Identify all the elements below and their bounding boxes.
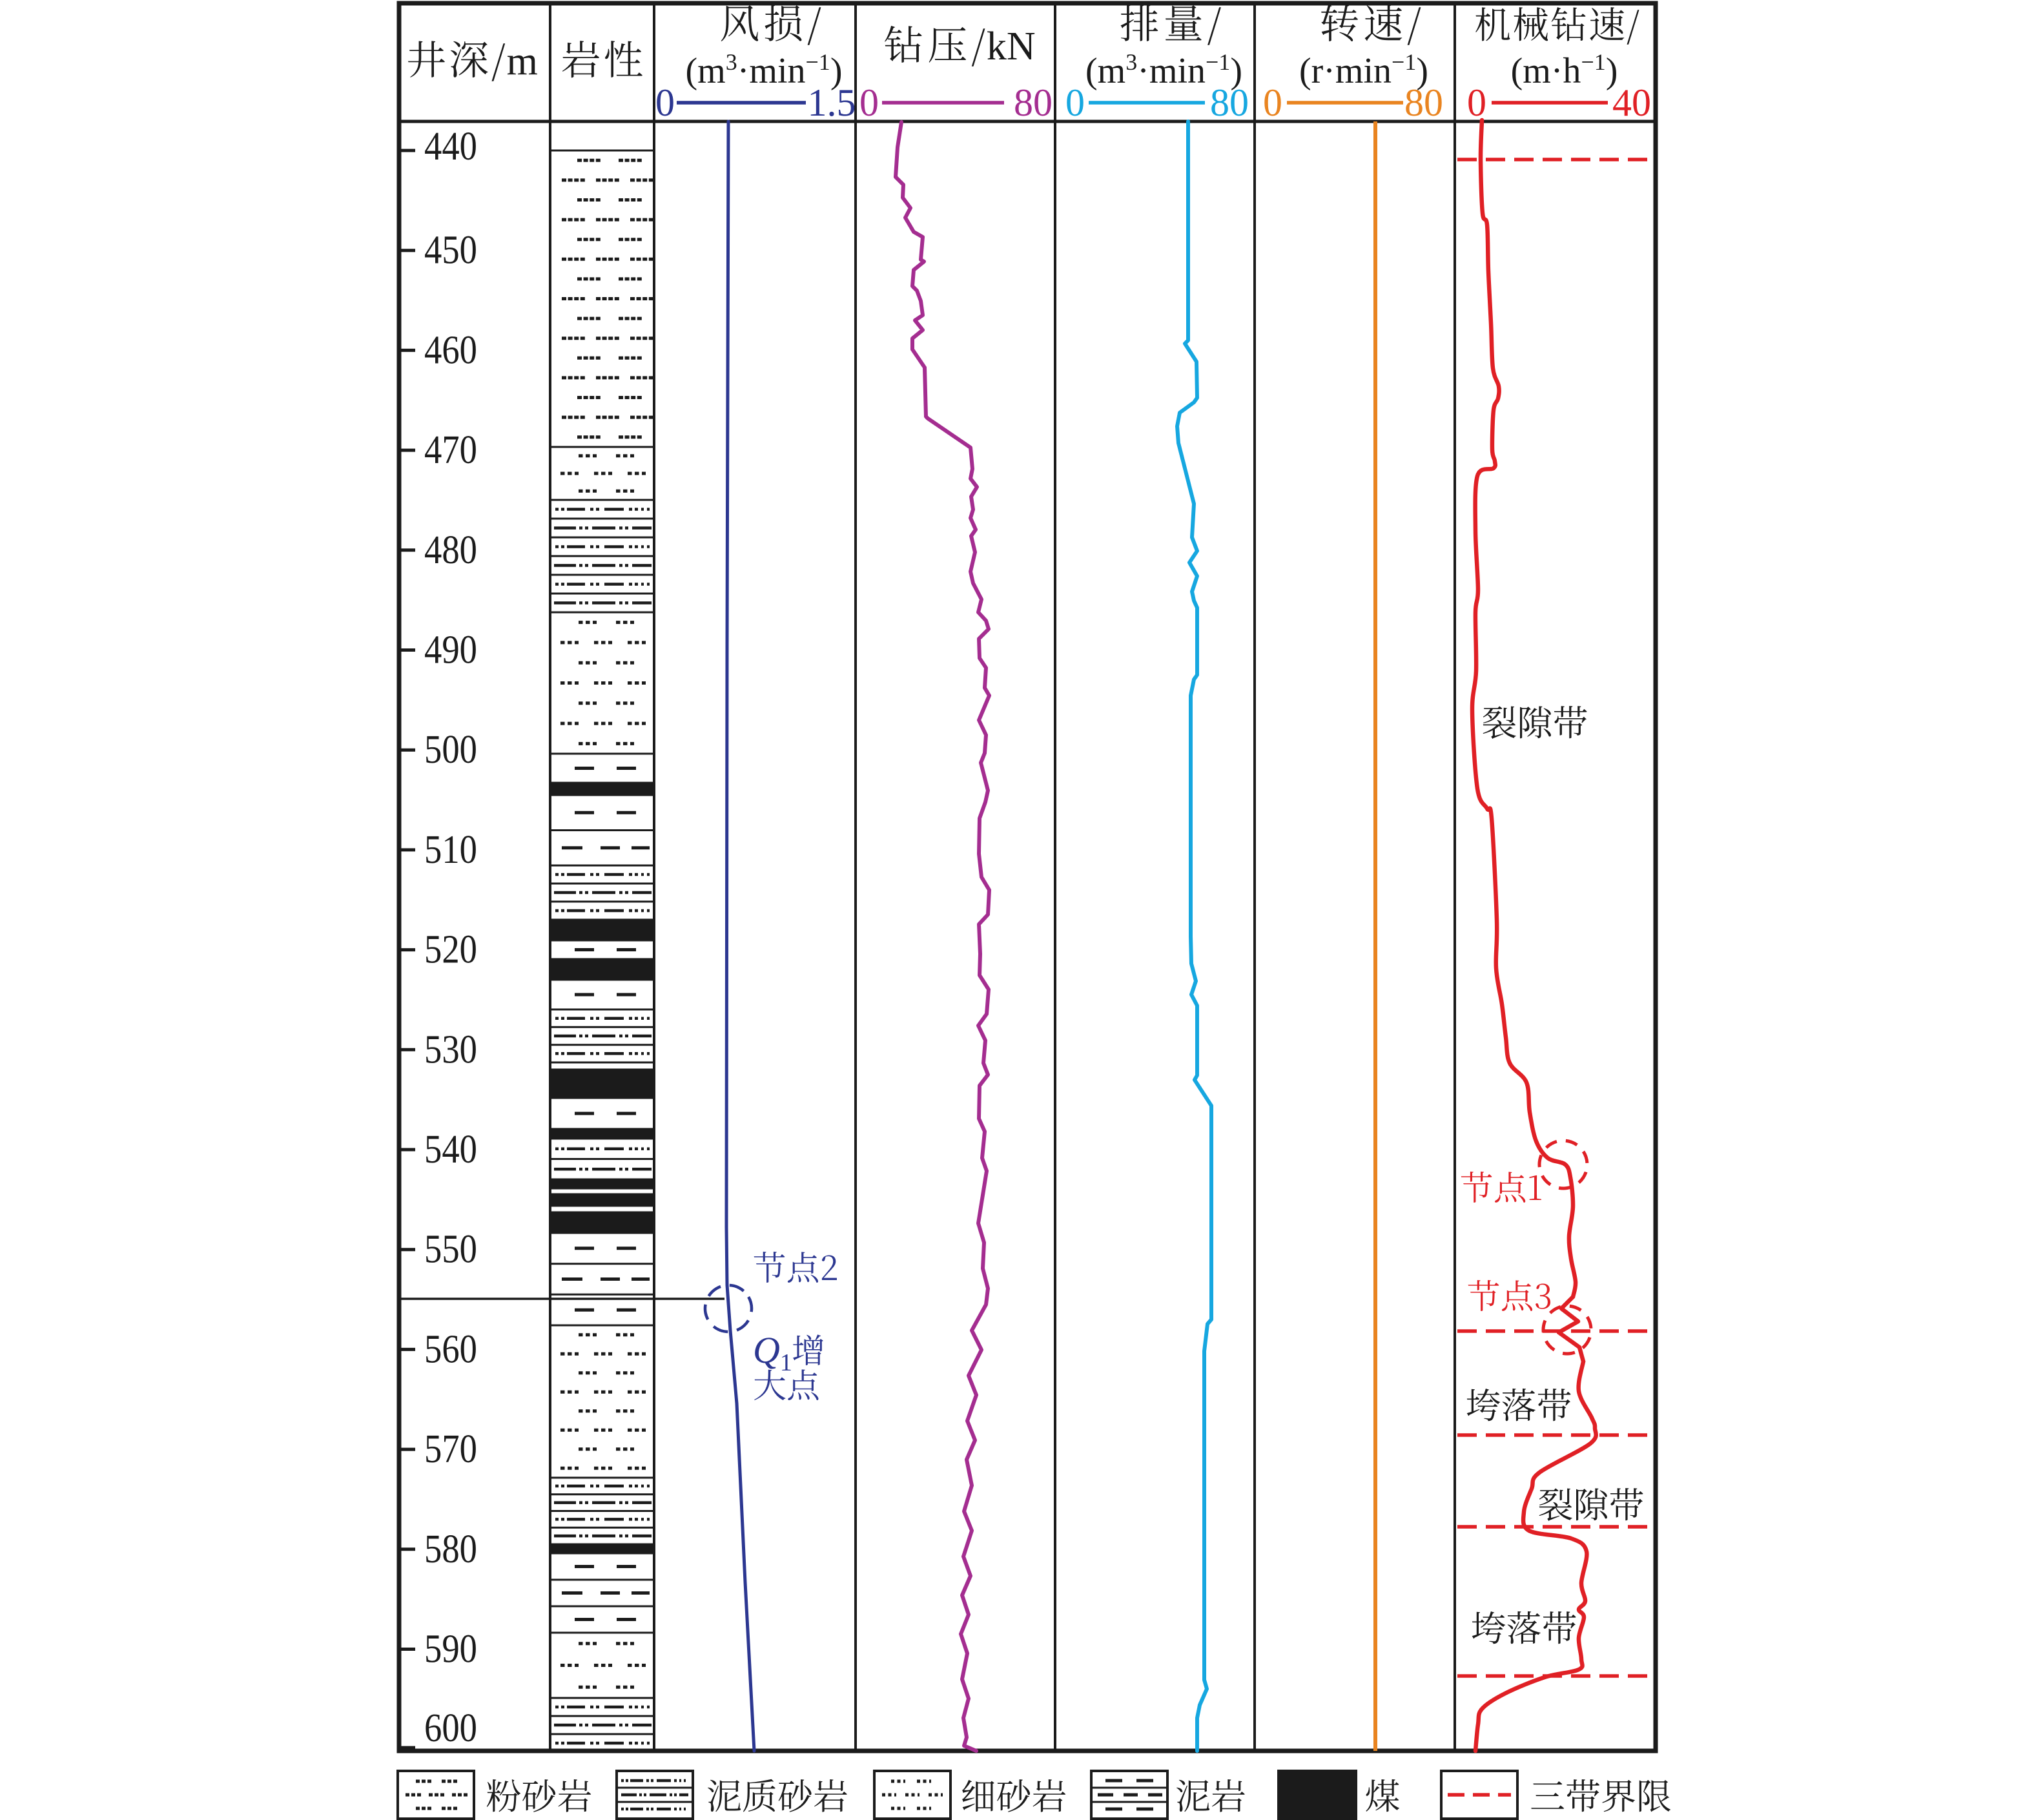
svg-text:500: 500 xyxy=(424,728,477,772)
svg-text:580: 580 xyxy=(424,1527,477,1571)
svg-text:m: m xyxy=(507,39,538,83)
svg-text:80: 80 xyxy=(1210,81,1249,124)
svg-text:kN: kN xyxy=(987,25,1036,68)
svg-text:550: 550 xyxy=(424,1228,477,1272)
svg-text:450: 450 xyxy=(424,229,477,273)
svg-text:560: 560 xyxy=(424,1327,477,1371)
svg-text:1.5: 1.5 xyxy=(808,81,856,124)
svg-text:530: 530 xyxy=(424,1028,477,1071)
svg-text:510: 510 xyxy=(424,828,477,872)
svg-text:540: 540 xyxy=(424,1128,477,1172)
svg-text:470: 470 xyxy=(424,428,477,472)
svg-text:600: 600 xyxy=(424,1706,477,1750)
svg-text:440: 440 xyxy=(424,125,477,169)
svg-text:0: 0 xyxy=(1467,81,1486,124)
svg-text:0: 0 xyxy=(1065,81,1085,124)
svg-text:0: 0 xyxy=(655,81,675,124)
svg-text:460: 460 xyxy=(424,328,477,372)
svg-text:40: 40 xyxy=(1612,81,1651,124)
svg-text:80: 80 xyxy=(1404,81,1443,124)
svg-text:590: 590 xyxy=(424,1628,477,1671)
svg-text:80: 80 xyxy=(1014,81,1053,124)
svg-text:490: 490 xyxy=(424,628,477,672)
svg-text:0: 0 xyxy=(1263,81,1282,124)
svg-text:480: 480 xyxy=(424,528,477,572)
svg-text:0: 0 xyxy=(859,81,879,124)
svg-text:520: 520 xyxy=(424,928,477,972)
svg-text:570: 570 xyxy=(424,1427,477,1471)
